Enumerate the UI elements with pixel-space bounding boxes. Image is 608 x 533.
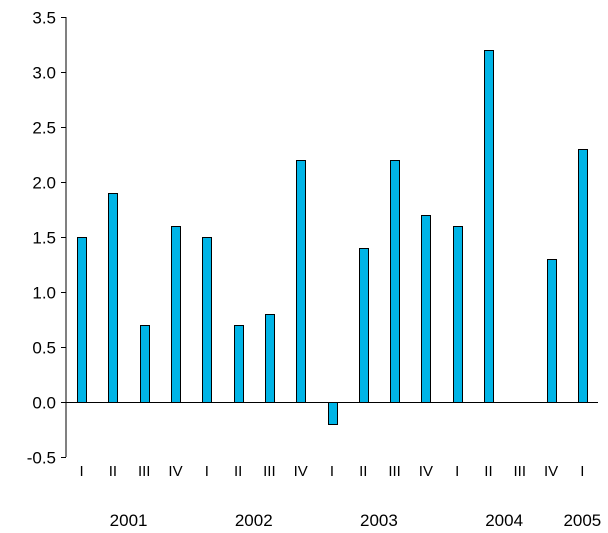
- bar: [328, 402, 338, 425]
- x-tick-label: IV: [294, 463, 308, 480]
- x-tick-label: III: [388, 463, 401, 480]
- year-label: 2004: [485, 511, 523, 530]
- year-label: 2001: [110, 511, 148, 530]
- y-tick-label: 0.0: [32, 394, 56, 413]
- y-tick-label: 1.0: [32, 284, 56, 303]
- bar: [484, 50, 494, 403]
- bar: [202, 237, 212, 403]
- bar: [421, 215, 431, 403]
- bar: [453, 226, 463, 403]
- y-tick-label: 0.5: [32, 339, 56, 358]
- x-tick-label: II: [109, 463, 117, 480]
- year-label: 2005: [563, 511, 601, 530]
- bar: [234, 325, 244, 403]
- x-tick-label: III: [263, 463, 276, 480]
- bar: [108, 193, 118, 403]
- x-tick-label: IV: [544, 463, 558, 480]
- bar: [265, 314, 275, 403]
- y-tick-label: 3.0: [32, 64, 56, 83]
- bar: [578, 149, 588, 403]
- x-tick-label: I: [455, 463, 459, 480]
- bar: [171, 226, 181, 403]
- x-tick-label: III: [138, 463, 151, 480]
- x-tick-label: I: [580, 463, 584, 480]
- bar: [77, 237, 87, 403]
- y-tick-label: 1.5: [32, 229, 56, 248]
- x-tick-label: II: [484, 463, 492, 480]
- x-tick-label: II: [359, 463, 367, 480]
- x-tick-label: I: [330, 463, 334, 480]
- bar: [390, 160, 400, 403]
- x-tick-label: III: [514, 463, 527, 480]
- x-tick-label: I: [80, 463, 84, 480]
- y-tick-label: -0.5: [27, 449, 56, 468]
- bar: [140, 325, 150, 403]
- year-label: 2002: [235, 511, 273, 530]
- x-tick-label: II: [234, 463, 242, 480]
- y-tick-label: 2.0: [32, 174, 56, 193]
- bars: [66, 50, 598, 425]
- year-label: 2003: [360, 511, 398, 530]
- x-tick-label: IV: [168, 463, 182, 480]
- y-tick-label: 3.5: [32, 9, 56, 28]
- x-tick-label: I: [205, 463, 209, 480]
- y-axis: -0.5 0.0 0.5 1.0 1.5 2.0 2.5 3.0 3.5: [27, 9, 67, 468]
- bar: [547, 259, 557, 403]
- x-tick-label: IV: [419, 463, 433, 480]
- bar: [296, 160, 306, 403]
- y-tick-label: 2.5: [32, 119, 56, 138]
- bar: [359, 248, 369, 403]
